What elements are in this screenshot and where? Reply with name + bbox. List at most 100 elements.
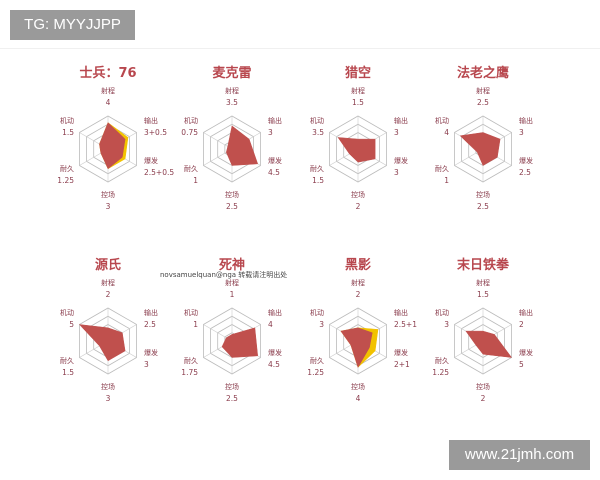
chart-title: 死神 [219,257,245,273]
value-label: 1 [193,320,198,329]
axis-label: 爆发 [519,348,533,357]
axis-label: 输出 [519,116,533,125]
series-area [78,324,126,362]
chart-title: 源氏 [95,257,121,273]
axis-label: 射程 [351,278,365,287]
axis-label: 耐久 [60,164,74,173]
value-label: 4 [268,320,273,329]
value-label: 2.5 [477,98,489,107]
value-label: 2+1 [394,360,410,369]
value-label: 2 [356,290,361,299]
series-area [99,122,126,170]
axis-label: 爆发 [144,348,158,357]
axis-label: 机动 [310,308,324,317]
watermark-bottom-right: www.21jmh.com [449,440,590,470]
value-label: 2 [356,202,361,211]
value-label: 2.5+0.5 [144,168,174,177]
value-label: 1.5 [477,290,489,299]
axis-label: 控场 [225,190,239,199]
value-label: 4 [356,394,361,403]
value-label: 3 [519,128,524,137]
axis-label: 射程 [225,86,239,95]
axis-label: 机动 [184,308,198,317]
axis-label: 输出 [394,116,408,125]
axis-label: 输出 [144,116,158,125]
value-label: 1.25 [432,368,449,377]
axis-label: 输出 [268,116,282,125]
value-label: 3.5 [312,128,324,137]
value-label: 3 [144,360,149,369]
axis-label: 输出 [268,308,282,317]
chart-panel: 士兵：76 射程 4 输出 3+0.5 爆发 2.5+0.5 控场 3 耐久 1.25 机动 1.5 麦克… [0,48,600,433]
axis-label: 耐久 [184,356,198,365]
axis-label: 射程 [101,278,115,287]
value-label: 3 [394,168,399,177]
value-label: 3.5 [226,98,238,107]
series-area [340,327,373,369]
value-label: 1 [193,176,198,185]
value-label: 2.5+1 [394,320,417,329]
radar-charts: 士兵：76 射程 4 输出 3+0.5 爆发 2.5+0.5 控场 3 耐久 1.25 机动 1.5 麦克… [57,65,533,403]
value-label: 2 [519,320,524,329]
value-label: 3 [268,128,273,137]
axis-label: 爆发 [144,156,158,165]
value-label: 5 [519,360,524,369]
axis-label: 机动 [60,116,74,125]
value-label: 3 [319,320,324,329]
value-label: 1.5 [62,128,74,137]
value-label: 3+0.5 [144,128,167,137]
axis-label: 机动 [310,116,324,125]
axis-label: 机动 [184,116,198,125]
value-label: 4 [444,128,449,137]
axis-label: 机动 [60,308,74,317]
axis-label: 射程 [476,86,490,95]
axis-spoke [203,132,233,150]
axis-label: 射程 [225,278,239,287]
series-area [459,132,501,166]
value-label: 2.5 [226,202,238,211]
axis-label: 爆发 [519,156,533,165]
axis-label: 机动 [435,308,449,317]
axis-label: 耐久 [435,356,449,365]
chart-title: 黑影 [345,257,371,273]
value-label: 3 [106,394,111,403]
watermark-top-left: TG: MYYJJPP [10,10,135,40]
axis-label: 射程 [101,86,115,95]
value-label: 2 [106,290,111,299]
series-area [465,330,513,358]
value-label: 1.5 [352,98,364,107]
value-label: 1 [230,290,235,299]
axis-label: 爆发 [394,156,408,165]
axis-label: 耐久 [310,356,324,365]
axis-label: 控场 [101,190,115,199]
axis-label: 控场 [351,382,365,391]
axis-label: 耐久 [435,164,449,173]
series-area [226,125,259,166]
value-label: 0.75 [181,128,198,137]
radar-chart: 士兵：76 射程 4 输出 3+0.5 爆发 2.5+0.5 控场 3 耐久 1.25 机动 1.5 [57,65,174,211]
series-area [337,137,376,163]
value-label: 1.25 [57,176,74,185]
value-label: 2 [481,394,486,403]
value-label: 3 [394,128,399,137]
axis-label: 控场 [476,190,490,199]
axis-label: 控场 [225,382,239,391]
axis-label: 爆发 [268,156,282,165]
axis-label: 耐久 [310,164,324,173]
value-label: 4 [106,98,111,107]
axis-label: 控场 [351,190,365,199]
axis-label: 输出 [519,308,533,317]
value-label: 1.75 [181,368,198,377]
value-label: 2.5 [144,320,156,329]
value-label: 1.25 [307,368,324,377]
chart-title: 法老之鹰 [457,65,509,81]
chart-title: 麦克雷 [212,65,251,81]
value-label: 3 [444,320,449,329]
value-label: 2.5 [226,394,238,403]
